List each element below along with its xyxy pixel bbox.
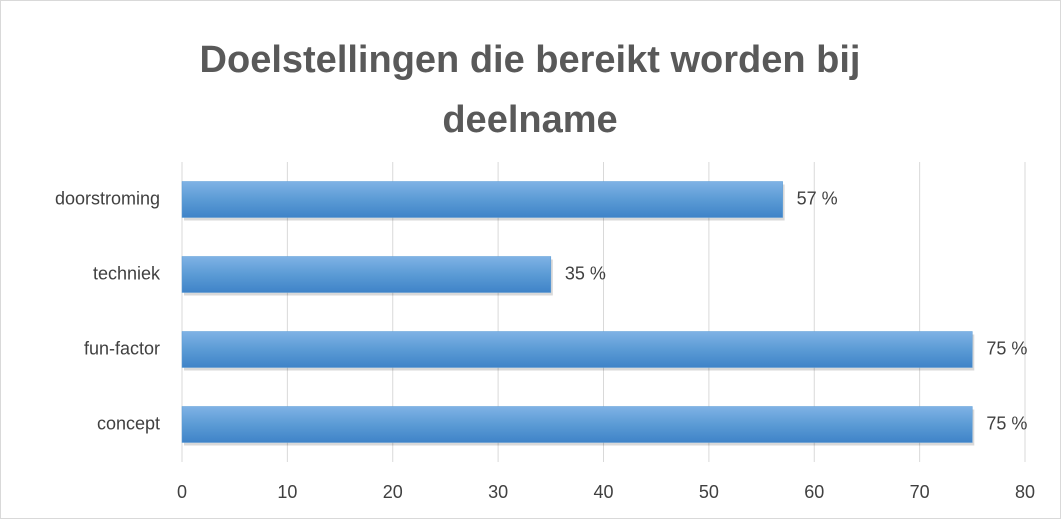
x-tick-label: 40 <box>593 482 613 502</box>
y-tick-label: techniek <box>93 263 161 283</box>
x-tick-label: 20 <box>383 482 403 502</box>
x-tick-label: 0 <box>177 482 187 502</box>
bar <box>181 406 973 443</box>
chart-title: Doelstellingen die bereikt worden bij de… <box>199 39 861 141</box>
data-label: 35 % <box>565 263 606 283</box>
data-label: 57 % <box>797 188 838 208</box>
bar <box>181 256 552 293</box>
bar <box>181 181 783 218</box>
x-tick-label: 30 <box>488 482 508 502</box>
y-tick-label: doorstroming <box>55 188 160 208</box>
x-tick-label: 60 <box>804 482 824 502</box>
data-label: 75 % <box>986 338 1027 358</box>
x-tick-label: 80 <box>1015 482 1035 502</box>
y-tick-label: concept <box>97 413 160 433</box>
x-tick-label: 70 <box>910 482 930 502</box>
x-tick-label: 10 <box>277 482 297 502</box>
data-label: 75 % <box>986 413 1027 433</box>
bar <box>181 331 973 368</box>
x-tick-label: 50 <box>699 482 719 502</box>
y-tick-label: fun-factor <box>84 338 160 358</box>
